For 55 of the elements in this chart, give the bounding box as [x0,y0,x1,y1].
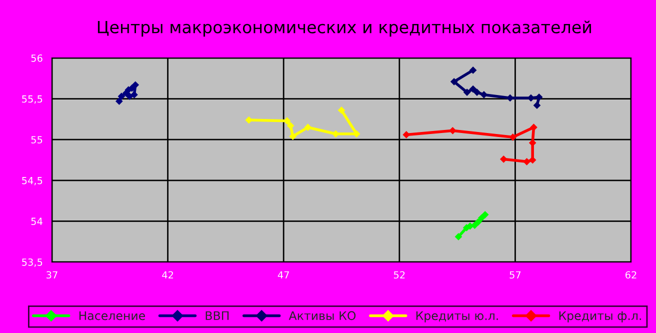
point [529,139,536,146]
point [132,81,139,88]
legend-label: Население [79,311,145,320]
legend-label: Кредиты ю.л. [416,311,498,322]
legend-label: Кредиты ф.л. [559,311,641,322]
point [474,88,480,96]
point [289,132,296,140]
point [536,94,543,101]
point [245,116,252,124]
point [304,124,312,131]
point [450,78,458,86]
x-tick-label: 52 [394,271,405,279]
point [474,218,482,226]
point [509,134,516,141]
x-tick-label: 47 [278,271,289,278]
legend-label: ВВП [206,311,229,320]
point [470,86,477,92]
point [116,98,123,105]
point [287,122,294,130]
point [506,94,514,102]
point [130,91,138,98]
point [332,130,340,138]
x-tick-label: 37 [46,271,58,279]
x-tick-label: 42 [162,271,174,278]
point [470,66,477,74]
point [500,156,508,163]
point [338,106,345,114]
point [126,92,134,100]
x-tick-label: 62 [625,271,636,279]
point [466,222,474,230]
point [284,117,291,124]
y-tick-label: 54 [31,218,42,226]
point [449,127,456,134]
x-tick-label: 57 [510,271,521,279]
point [118,92,125,100]
point [402,131,410,138]
point [530,124,538,131]
point [454,233,462,240]
point [471,222,478,229]
point [482,211,489,218]
point [534,102,540,109]
y-tick-label: 54,5 [22,177,42,186]
point [527,94,534,102]
y-tick-label: 55 [31,136,42,144]
point [480,91,488,98]
point [478,214,486,222]
point [464,88,470,96]
point [353,130,360,138]
y-tick-label: 55,5 [22,95,42,104]
point [523,158,530,166]
legend-label: Активы КО [288,311,356,320]
y-tick-label: 56 [31,54,42,62]
chart-title: Центры макроэкономических и кредитных показателей [98,20,591,37]
y-tick-label: 53,5 [22,258,42,267]
point [529,156,536,164]
